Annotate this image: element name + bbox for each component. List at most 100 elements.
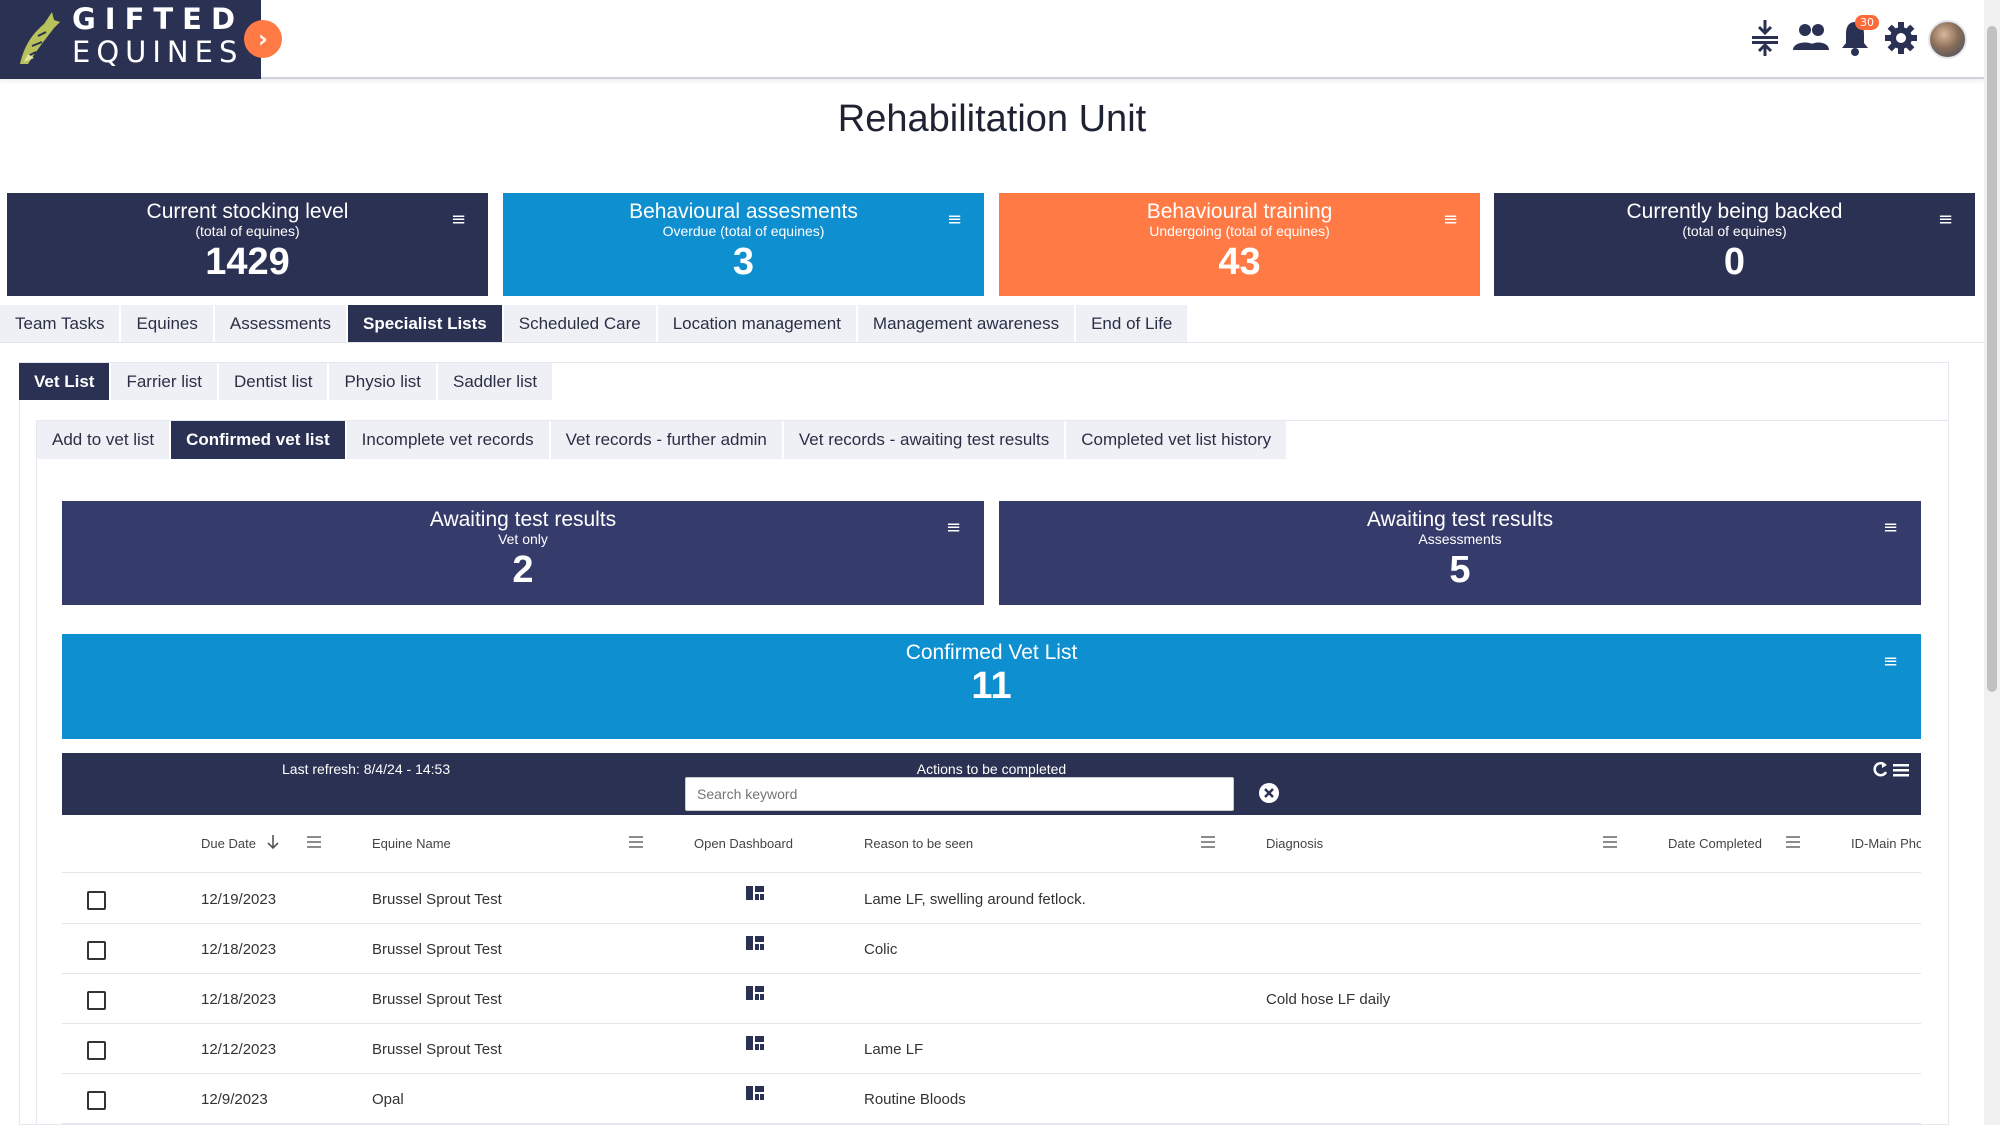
card-value: 43 — [1218, 241, 1261, 283]
reason-cell: Routine Bloods — [864, 1091, 966, 1108]
row-checkbox[interactable] — [87, 1091, 106, 1110]
last-refresh-text: Last refresh: 8/4/24 - 14:53 — [282, 761, 451, 777]
card-current-stocking-level: Current stocking level (total of equines… — [7, 193, 488, 296]
dashboard-icon[interactable] — [746, 986, 764, 1000]
column-header-date-completed[interactable]: Date Completed — [1668, 836, 1762, 851]
card-title: Currently being backed — [1626, 200, 1843, 223]
row-checkbox[interactable] — [87, 1041, 106, 1060]
table-row[interactable]: 12/18/2023 Brussel Sprout Test Colic — [62, 924, 1921, 974]
expand-sidebar-button[interactable]: › — [244, 20, 282, 58]
column-header-equine-name[interactable]: Equine Name — [372, 836, 451, 851]
card-subtitle: Vet only — [498, 531, 548, 547]
card-subtitle: (total of equines) — [195, 223, 300, 239]
card-behavioural-training: Behavioural training Undergoing (total o… — [999, 193, 1480, 296]
column-header-due-date[interactable]: Due Date — [201, 836, 256, 851]
equine-name-cell[interactable]: Brussel Sprout Test — [372, 991, 502, 1008]
column-header-open-dashboard[interactable]: Open Dashboard — [694, 836, 794, 851]
card-menu-icon[interactable]: ≡ — [1883, 651, 1899, 672]
tab-end-of-life[interactable]: End of Life — [1076, 305, 1190, 342]
refresh-icon[interactable] — [1873, 761, 1888, 777]
tab-specialist-lists[interactable]: Specialist Lists — [347, 305, 504, 342]
card-menu-icon[interactable]: ≡ — [1938, 209, 1954, 230]
tab-management-awareness[interactable]: Management awareness — [857, 305, 1077, 342]
card-title: Behavioural assesments — [629, 200, 858, 223]
row-checkbox[interactable] — [87, 991, 106, 1010]
main-tabs: Team Tasks Equines Assessments Specialis… — [0, 305, 1190, 342]
column-header-id-main-photo[interactable]: ID-Main Pho — [1851, 836, 1921, 851]
scrollbar-thumb[interactable] — [1987, 26, 1997, 692]
column-menu-icon[interactable] — [1785, 835, 1801, 849]
column-menu-icon[interactable] — [1602, 835, 1618, 849]
equine-name-cell[interactable]: Opal — [372, 1091, 404, 1108]
table-toolbar: Last refresh: 8/4/24 - 14:53 Actions to … — [62, 753, 1921, 815]
column-menu-icon[interactable] — [306, 835, 322, 849]
tab-scheduled-care[interactable]: Scheduled Care — [503, 305, 658, 342]
clear-search-icon[interactable] — [1257, 781, 1281, 805]
table-row[interactable]: 12/18/2023 Brussel Sprout Test Cold hose… — [62, 974, 1921, 1024]
search-input[interactable] — [685, 777, 1234, 811]
card-menu-icon[interactable]: ≡ — [1883, 517, 1899, 538]
dashboard-icon[interactable] — [746, 1086, 764, 1100]
tab-saddler-list[interactable]: Saddler list — [437, 363, 555, 400]
table-title: Actions to be completed — [916, 761, 1067, 777]
tab-completed-vet-list-history[interactable]: Completed vet list history — [1066, 421, 1289, 459]
column-header-reason-to-be-seen[interactable]: Reason to be seen — [864, 836, 974, 851]
tab-confirmed-vet-list[interactable]: Confirmed vet list — [171, 421, 347, 459]
table-menu-icon[interactable] — [1893, 764, 1909, 777]
row-checkbox[interactable] — [87, 941, 106, 960]
top-bar: GIFTED EQUINES › 30 — [0, 0, 1984, 79]
sort-descending-icon[interactable] — [266, 834, 280, 850]
user-avatar[interactable] — [1928, 20, 1967, 59]
tab-team-tasks[interactable]: Team Tasks — [0, 305, 122, 342]
vet-list-tabs: Add to vet list Confirmed vet list Incom… — [37, 421, 1289, 459]
table-row[interactable]: 12/9/2023 Opal Routine Bloods — [62, 1074, 1921, 1124]
tab-assessments[interactable]: Assessments — [214, 305, 348, 342]
tab-equines[interactable]: Equines — [121, 305, 215, 342]
card-value: 11 — [971, 665, 1012, 707]
table-row[interactable]: 12/19/2023 Brussel Sprout Test Lame LF, … — [62, 874, 1921, 924]
logo-text-equines: EQUINES — [72, 35, 244, 69]
card-value: 2 — [512, 549, 534, 591]
tab-location-management[interactable]: Location management — [657, 305, 858, 342]
column-menu-icon[interactable] — [628, 835, 644, 849]
card-menu-icon[interactable]: ≡ — [1443, 209, 1459, 230]
due-date-cell: 12/18/2023 — [201, 941, 277, 958]
logo-text-gifted: GIFTED — [72, 2, 245, 36]
dashboard-icon[interactable] — [746, 936, 764, 950]
card-menu-icon[interactable]: ≡ — [947, 209, 963, 230]
collapse-rows-icon[interactable] — [1750, 18, 1780, 58]
card-subtitle: Undergoing (total of equines) — [1149, 223, 1330, 239]
main-tabs-divider — [0, 342, 1984, 343]
card-title: Awaiting test results — [429, 508, 617, 531]
tab-farrier-list[interactable]: Farrier list — [111, 363, 220, 400]
card-menu-icon[interactable]: ≡ — [451, 209, 467, 230]
toolbar-actions — [1873, 761, 1909, 777]
card-title: Current stocking level — [146, 200, 349, 223]
dashboard-icon[interactable] — [746, 886, 764, 900]
column-header-diagnosis[interactable]: Diagnosis — [1266, 836, 1324, 851]
table-row[interactable]: 12/12/2023 Brussel Sprout Test Lame LF — [62, 1024, 1921, 1074]
team-icon[interactable] — [1792, 18, 1830, 58]
card-behavioural-assesments: Behavioural assesments Overdue (total of… — [503, 193, 984, 296]
equine-name-cell[interactable]: Brussel Sprout Test — [372, 1041, 502, 1058]
dashboard-icon[interactable] — [746, 1036, 764, 1050]
page-scrollbar[interactable] — [1984, 0, 2000, 1125]
settings-gear-icon[interactable] — [1884, 18, 1918, 58]
card-menu-icon[interactable]: ≡ — [946, 517, 962, 538]
diagnosis-cell: Cold hose LF daily — [1266, 991, 1391, 1008]
tab-vet-records-further-admin[interactable]: Vet records - further admin — [550, 421, 784, 459]
specialist-tabs: Vet List Farrier list Dentist list Physi… — [19, 363, 555, 400]
tab-vet-list[interactable]: Vet List — [19, 363, 112, 400]
equine-name-cell[interactable]: Brussel Sprout Test — [372, 891, 502, 908]
column-menu-icon[interactable] — [1200, 835, 1216, 849]
row-checkbox[interactable] — [87, 891, 106, 910]
tab-physio-list[interactable]: Physio list — [329, 363, 438, 400]
tab-incomplete-vet-records[interactable]: Incomplete vet records — [346, 421, 551, 459]
tab-dentist-list[interactable]: Dentist list — [219, 363, 330, 400]
chevron-right-icon: › — [258, 25, 268, 53]
equine-name-cell[interactable]: Brussel Sprout Test — [372, 941, 502, 958]
due-date-cell: 12/19/2023 — [201, 891, 277, 908]
app-logo[interactable]: GIFTED EQUINES — [0, 0, 261, 79]
tab-add-to-vet-list[interactable]: Add to vet list — [37, 421, 172, 459]
tab-vet-records-awaiting-test-results[interactable]: Vet records - awaiting test results — [783, 421, 1067, 459]
